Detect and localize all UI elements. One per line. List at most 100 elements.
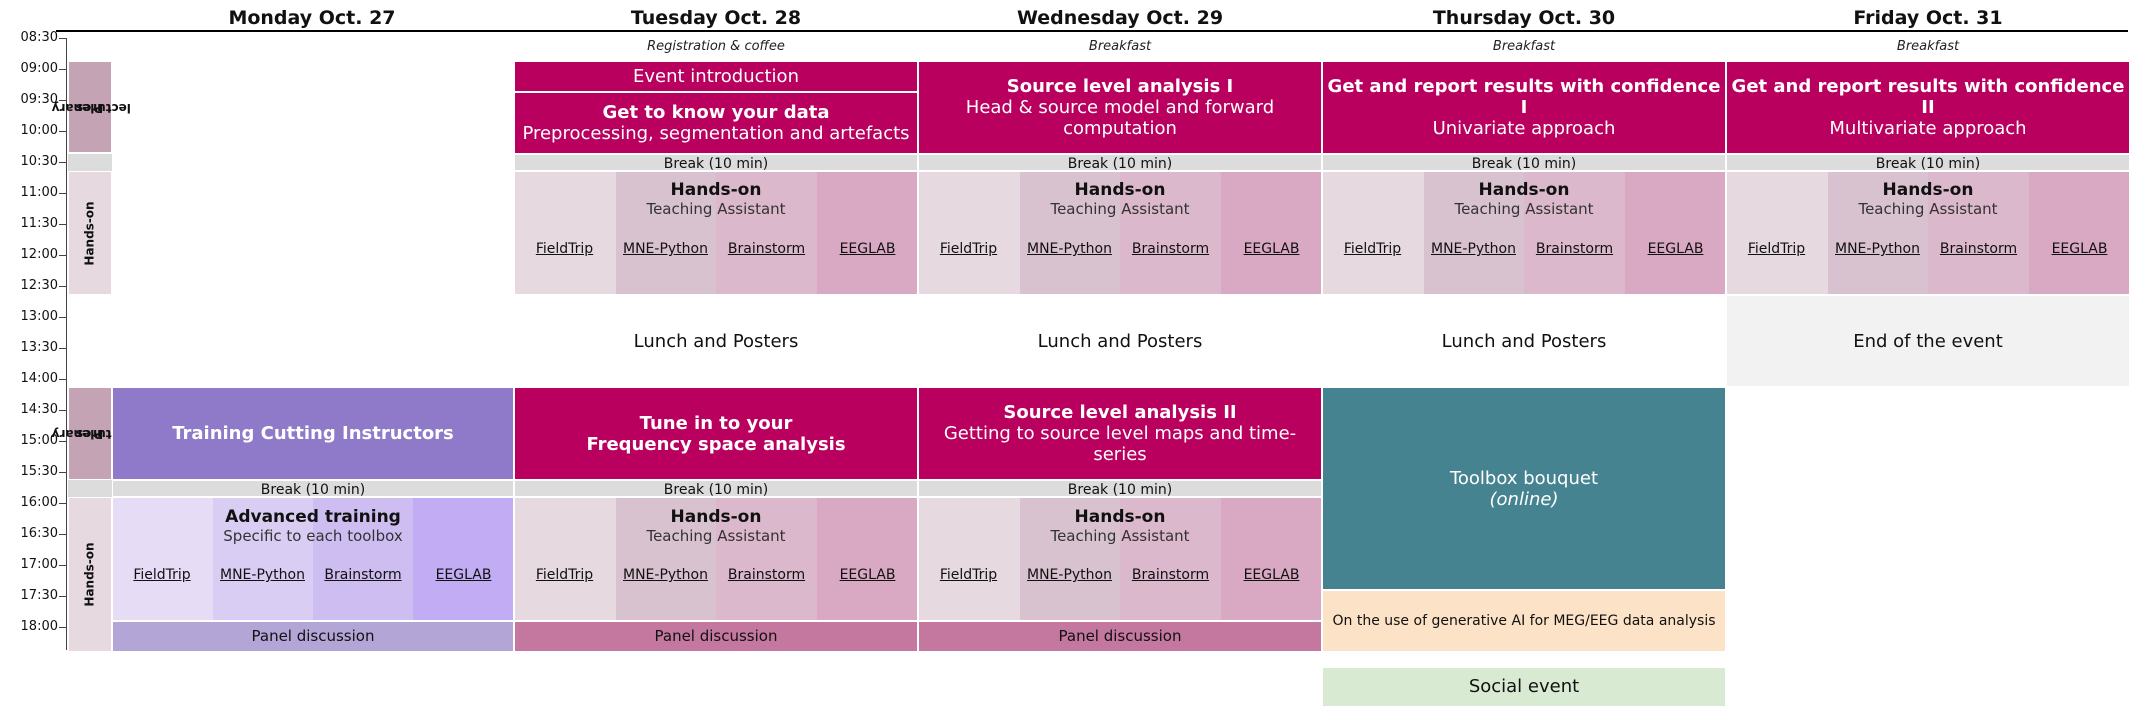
tool-link-fieldtrip[interactable]: FieldTrip (133, 567, 191, 583)
time-tick (59, 379, 67, 380)
break-wednesday-morning: Break (10 min) (918, 154, 1322, 172)
thursday-generative-ai-session[interactable]: On the use of generative AI for MEG/EEG … (1322, 590, 1726, 652)
panel-discussion-wednesday[interactable]: Panel discussion (918, 621, 1322, 652)
plenary-label-morning: Plenary lectures (51, 61, 130, 153)
time-label: 12:30 (20, 278, 58, 293)
session-title: Source level analysis II (1003, 402, 1237, 423)
plenary-label-afternoon: Plenary lectures (51, 387, 130, 480)
handson-wednesday-morning (918, 171, 1322, 295)
session-title: On the use of generative AI for MEG/EEG … (1332, 613, 1716, 629)
tool-link-eeglab[interactable]: EEGLAB (2051, 241, 2108, 257)
day-header-thursday: Thursday Oct. 30 (1432, 7, 1616, 29)
handson-title: Hands-on (670, 507, 762, 527)
wednesday-plenary-morning[interactable]: Source level analysis I Head & source mo… (918, 61, 1322, 154)
day-header-wednesday: Wednesday Oct. 29 (1016, 7, 1224, 29)
lunch-thursday: Lunch and Posters (1441, 331, 1607, 352)
time-label: 17:30 (20, 588, 58, 603)
time-label: 14:30 (20, 402, 58, 417)
tuesday-plenary-afternoon[interactable]: Tune in to your Frequency space analysis (514, 387, 918, 480)
session-title: Get and report results with confidence I… (1731, 76, 2125, 118)
time-label: 08:30 (20, 30, 58, 45)
tool-link-brainstorm[interactable]: Brainstorm (324, 567, 402, 583)
break-friday-morning: Break (10 min) (1726, 154, 2130, 172)
tool-link-eeglab[interactable]: EEGLAB (1243, 241, 1300, 257)
lunch-tuesday: Lunch and Posters (633, 331, 799, 352)
tool-link-mne-python[interactable]: MNE-Python (1027, 241, 1112, 257)
day-header-friday: Friday Oct. 31 (1853, 7, 2003, 29)
tool-link-mne-python[interactable]: MNE-Python (1431, 241, 1516, 257)
handson-subtitle: Teaching Assistant (1050, 200, 1190, 218)
tool-link-eeglab[interactable]: EEGLAB (839, 567, 896, 583)
time-label: 13:00 (20, 309, 58, 324)
panel-discussion-tuesday[interactable]: Panel discussion (514, 621, 918, 652)
tool-link-fieldtrip[interactable]: FieldTrip (1343, 241, 1402, 257)
tool-link-eeglab[interactable]: EEGLAB (1647, 241, 1704, 257)
time-label: 10:00 (20, 123, 58, 138)
handson-label-morning: Hands-on (68, 171, 112, 295)
tuesday-event-introduction[interactable]: Event introduction (514, 61, 918, 92)
handson-subtitle: Teaching Assistant (1050, 527, 1190, 545)
tool-link-eeglab[interactable]: EEGLAB (839, 241, 896, 257)
advanced-training-title: Advanced training (225, 507, 401, 527)
time-tick (59, 627, 67, 628)
time-label: 12:00 (20, 247, 58, 262)
event-introduction-title: Event introduction (633, 66, 799, 87)
tool-link-brainstorm[interactable]: Brainstorm (1939, 241, 2018, 257)
tool-link-mne-python[interactable]: MNE-Python (623, 567, 708, 583)
time-tick (59, 131, 67, 132)
time-label: 09:30 (20, 92, 58, 107)
handson-tuesday-afternoon (514, 497, 918, 621)
tool-link-brainstorm[interactable]: Brainstorm (727, 567, 806, 583)
wednesday-plenary-afternoon[interactable]: Source level analysis II Getting to sour… (918, 387, 1322, 480)
time-label: 14:00 (20, 371, 58, 386)
handson-title: Hands-on (1478, 180, 1570, 200)
tool-link-mne-python[interactable]: MNE-Python (1835, 241, 1920, 257)
tool-link-fieldtrip[interactable]: FieldTrip (535, 567, 594, 583)
session-title-line1: Tune in to your (639, 412, 793, 434)
time-tick (59, 441, 67, 442)
handson-thursday-morning (1322, 171, 1726, 295)
tool-link-brainstorm[interactable]: Brainstorm (727, 241, 806, 257)
handson-subtitle: Teaching Assistant (1454, 200, 1594, 218)
thursday-social-event[interactable]: Social event (1322, 667, 1726, 707)
time-tick (59, 224, 67, 225)
time-tick (59, 472, 67, 473)
time-tick (59, 38, 67, 39)
session-title-line2: Frequency space analysis (586, 433, 846, 455)
session-title: Get to know your data (602, 102, 830, 123)
tool-link-fieldtrip[interactable]: FieldTrip (535, 241, 594, 257)
tool-link-mne-python[interactable]: MNE-Python (1027, 567, 1112, 583)
session-title: Get and report results with confidence I (1327, 76, 1721, 118)
break-monday-afternoon: Break (10 min) (112, 480, 514, 498)
panel-discussion-monday[interactable]: Panel discussion (112, 621, 514, 652)
tool-link-brainstorm[interactable]: Brainstorm (1535, 241, 1614, 257)
end-of-event-label: End of the event (1853, 331, 2003, 352)
handson-subtitle: Teaching Assistant (646, 200, 786, 218)
time-label: 15:30 (20, 464, 58, 479)
time-tick (59, 317, 67, 318)
tuesday-plenary-morning[interactable]: Get to know your data Preprocessing, seg… (514, 92, 918, 154)
tool-link-brainstorm[interactable]: Brainstorm (1131, 567, 1210, 583)
tool-link-fieldtrip[interactable]: FieldTrip (1747, 241, 1806, 257)
tool-link-eeglab[interactable]: EEGLAB (1243, 567, 1300, 583)
handson-friday-morning (1726, 171, 2130, 295)
break-wednesday-afternoon: Break (10 min) (918, 480, 1322, 498)
thursday-toolbox-bouquet[interactable]: Toolbox bouquet (online) (1322, 387, 1726, 590)
time-tick (59, 193, 67, 194)
time-tick (59, 286, 67, 287)
monday-training-cutting-instructors[interactable]: Training Cutting Instructors (112, 387, 514, 480)
session-subtitle: Getting to source level maps and time-se… (943, 423, 1297, 465)
end-of-event-box (1726, 295, 2130, 387)
tool-link-mne-python[interactable]: MNE-Python (220, 567, 305, 583)
time-tick (59, 348, 67, 349)
friday-plenary-morning[interactable]: Get and report results with confidence I… (1726, 61, 2130, 154)
tool-link-fieldtrip[interactable]: FieldTrip (939, 241, 998, 257)
lunch-wednesday: Lunch and Posters (1037, 331, 1203, 352)
tool-link-mne-python[interactable]: MNE-Python (623, 241, 708, 257)
tool-link-fieldtrip[interactable]: FieldTrip (939, 567, 998, 583)
break-side-afternoon (68, 480, 112, 497)
tool-link-brainstorm[interactable]: Brainstorm (1131, 241, 1210, 257)
thursday-plenary-morning[interactable]: Get and report results with confidence I… (1322, 61, 1726, 154)
handson-subtitle: Teaching Assistant (1858, 200, 1998, 218)
tool-link-eeglab[interactable]: EEGLAB (435, 567, 492, 583)
